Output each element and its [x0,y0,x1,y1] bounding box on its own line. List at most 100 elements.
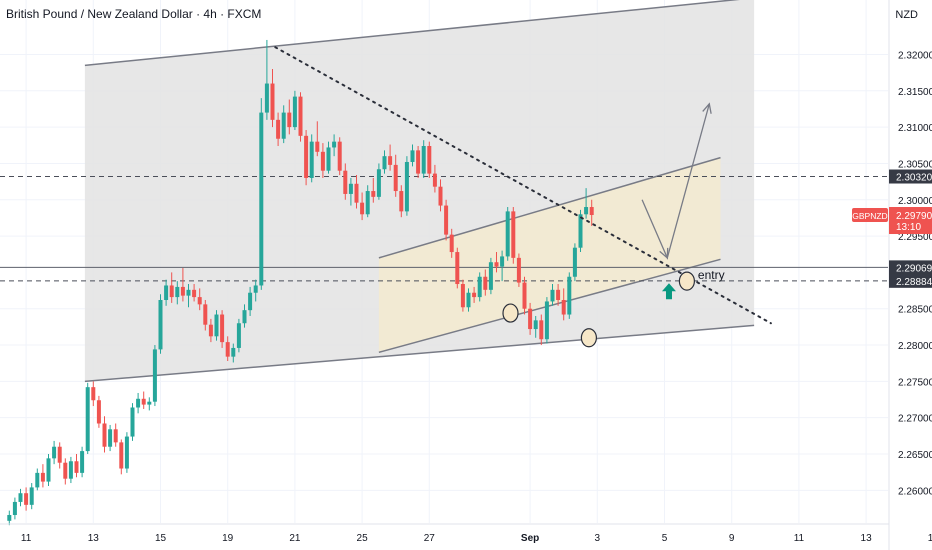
candle-down [511,211,516,258]
time-tick-label: 27 [424,533,436,544]
candle-down [432,173,437,187]
candle-up [578,214,583,248]
time-tick-label: 19 [222,533,234,544]
candle-down [315,141,320,152]
entry-annotation: entry [698,268,725,282]
candle-down [343,170,348,194]
last-price-badge [889,207,932,235]
price-tick-label: 2.32000 [898,50,932,61]
candle-down [203,304,208,325]
candle-up [136,398,141,408]
candle-down [360,202,365,215]
time-tick-label: 13 [88,533,100,544]
candle-down [337,141,342,171]
candle-up [309,141,314,178]
price-tick-label: 2.26000 [898,486,932,497]
candle-down [113,429,118,443]
candle-down [298,96,303,136]
time-tick-label: 15 [155,533,167,544]
time-tick-label: Sep [521,533,539,544]
candle-up [164,285,169,300]
candle-up [544,301,549,340]
candle-down [388,156,393,165]
outer-channel-lower [84,324,755,383]
swing-marker-circle [678,271,696,291]
forecast-arrowhead-up [702,102,712,114]
candle-down [438,186,443,206]
candle-up [152,349,157,402]
candle-up [410,150,415,162]
candle-up [332,141,337,148]
candle-up [348,183,353,194]
candle-down [472,292,477,298]
candle-up [158,299,163,350]
price-tick-label: 2.31500 [898,87,932,98]
currency-label: NZD [895,9,918,21]
price-tick-label: 2.27000 [898,414,932,425]
price-tick-label: 2.30000 [898,196,932,207]
candle-up [500,256,505,267]
candle-down [304,135,309,178]
candle-down [561,299,566,315]
candle-down [24,493,29,505]
candle-down [270,83,275,120]
candle-down [444,205,449,235]
candle-up [477,276,482,298]
candle-up [80,451,85,473]
entry-up-arrow [661,283,676,300]
time-tick-label: 9 [729,533,735,544]
candle-up [550,289,555,302]
time-tick-label: 21 [289,533,301,544]
candle-down [63,462,68,479]
candle-up [466,292,471,308]
candle-down [455,252,460,285]
price-tick-label: 2.27500 [898,377,932,388]
candle-up [18,493,23,502]
candle-up [52,446,57,459]
candle-up [404,161,409,212]
candle-down [483,276,488,290]
candle-down [399,191,404,212]
candle-down [522,282,527,309]
price-tick-label: 2.31000 [898,123,932,134]
candle-up [186,289,191,296]
price-tick-label: 2.26500 [898,450,932,461]
swing-marker-circle [502,303,519,323]
candle-down [393,164,398,192]
symbol-badge-text: GBPNZD [852,211,887,221]
candle-down [220,314,225,343]
candle-up [264,83,269,113]
symbol-badge [852,208,888,223]
candle-up [326,147,331,171]
candle-up [421,146,426,174]
time-tick-label: 15 [928,533,932,544]
candle-up [85,387,90,452]
candle-down [320,151,325,171]
candle-down [208,324,213,337]
candle-up [533,320,538,330]
candle-up [376,169,381,197]
level-price-text: 2.29069 [896,263,932,274]
candle-up [253,285,258,293]
candle-down [460,284,465,308]
candle-down [449,234,454,253]
candle-down [354,183,359,203]
candle-down [40,472,45,482]
level-price-text: 2.28884 [896,277,932,288]
candle-up [214,314,219,337]
time-tick-label: 11 [794,533,805,544]
candle-down [141,398,146,405]
candle-down [427,146,432,174]
candle-up [130,407,135,437]
candle-up [7,515,12,521]
candle-up [68,461,73,479]
candle-down [180,286,185,296]
candle-down [589,207,594,216]
swing-marker-circle [580,328,598,348]
candle-up [584,207,589,215]
last-price-text: 2.29790 [896,211,932,222]
time-tick-label: 13 [861,533,873,544]
candle-up [231,347,236,357]
time-tick-label: 3 [595,533,601,544]
